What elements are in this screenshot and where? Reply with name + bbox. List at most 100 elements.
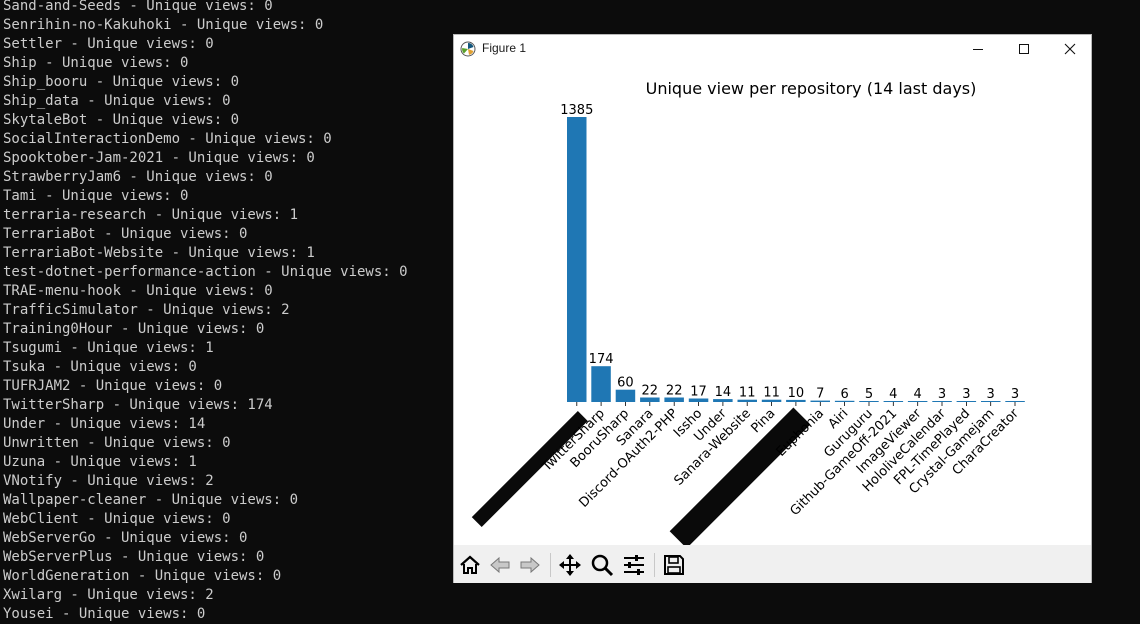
terminal-line: Training0Hour - Unique views: 0	[3, 321, 265, 337]
terminal-line: Settler - Unique views: 0	[3, 36, 214, 52]
configure-subplots-button[interactable]	[620, 551, 648, 579]
bar-value-label: 3	[938, 387, 946, 402]
bar	[615, 389, 636, 402]
bar-chart: Unique view per repository (14 last days…	[471, 79, 1025, 549]
terminal-line: SocialInteractionDemo - Unique views: 0	[3, 131, 332, 147]
bar-value-label: 4	[889, 387, 897, 402]
terminal-line: Sand-and-Seeds - Unique views: 0	[3, 0, 273, 14]
terminal-line: TerrariaBot - Unique views: 0	[3, 226, 248, 242]
home-button[interactable]	[456, 551, 484, 579]
bar-value-label: 11	[739, 386, 756, 401]
bar-value-label: 3	[1011, 387, 1019, 402]
back-button[interactable]	[486, 551, 514, 579]
navigation-toolbar	[454, 545, 1091, 583]
figure-canvas[interactable]: Unique view per repository (14 last days…	[454, 63, 1091, 549]
bar	[956, 401, 977, 402]
bar-value-label: 5	[865, 387, 873, 402]
terminal-line: Uzuna - Unique views: 1	[3, 454, 197, 470]
close-button[interactable]	[1047, 35, 1093, 63]
terminal-line: Under - Unique views: 14	[3, 416, 206, 432]
bar-value-label: 22	[666, 384, 683, 399]
bar-value-label: 1385	[560, 103, 593, 118]
redaction-mark	[669, 407, 811, 549]
bar-value-label: 22	[642, 384, 659, 399]
minimize-icon	[973, 49, 983, 50]
figure-window[interactable]: Figure 1 Unique view per repository (14 …	[453, 34, 1092, 583]
bar	[591, 366, 611, 402]
bar-value-label: 3	[987, 387, 995, 402]
maximize-button[interactable]	[1001, 35, 1047, 63]
terminal-line: test-dotnet-performance-action - Unique …	[3, 264, 408, 280]
terminal-line: TwitterSharp - Unique views: 174	[3, 397, 273, 413]
zoom-icon	[591, 554, 614, 577]
bar	[859, 401, 879, 402]
bar-value-label: 3	[962, 387, 970, 402]
terminal-line: WebServerGo - Unique views: 0	[3, 530, 248, 546]
bar	[737, 399, 757, 402]
minimize-button[interactable]	[955, 35, 1001, 63]
terminal-line: Senrihin-no-Kakuhoki - Unique views: 0	[3, 17, 324, 33]
close-icon	[1064, 43, 1076, 55]
terminal-line: Yousei - Unique views: 0	[3, 606, 206, 622]
forward-button[interactable]	[516, 551, 544, 579]
pan-icon	[559, 554, 581, 576]
bar	[1005, 401, 1025, 402]
chart-title: Unique view per repository (14 last days…	[646, 79, 977, 98]
bar-value-label: 17	[690, 385, 707, 400]
zoom-button[interactable]	[588, 551, 616, 579]
bar-value-label: 7	[816, 387, 824, 402]
terminal-line: WebServerPlus - Unique views: 0	[3, 549, 265, 565]
pan-button[interactable]	[556, 551, 584, 579]
terminal-line: TUFRJAM2 - Unique views: 0	[3, 378, 223, 394]
terminal-line: WorldGeneration - Unique views: 0	[3, 568, 282, 584]
toolbar-separator	[654, 553, 655, 577]
terminal-line: Tami - Unique views: 0	[3, 188, 189, 204]
bar	[688, 398, 709, 402]
bar	[567, 117, 587, 402]
bar-value-label: 10	[788, 386, 805, 401]
window-title: Figure 1	[482, 41, 527, 55]
save-button[interactable]	[660, 551, 688, 579]
back-arrow-icon	[490, 556, 510, 574]
terminal-line: TrafficSimulator - Unique views: 2	[3, 302, 290, 318]
bar	[883, 401, 904, 402]
bar	[981, 401, 1001, 402]
bar-value-label: 4	[914, 387, 922, 402]
terminal-line: Xwilarg - Unique views: 2	[3, 587, 214, 603]
maximize-icon	[1019, 44, 1029, 54]
toolbar-separator	[550, 553, 551, 577]
terminal-line: TerrariaBot-Website - Unique views: 1	[3, 245, 315, 261]
terminal-line: Ship_data - Unique views: 0	[3, 93, 231, 109]
terminal-line: SkytaleBot - Unique views: 0	[3, 112, 240, 128]
bar	[664, 397, 684, 402]
bar	[907, 401, 928, 402]
bar	[786, 399, 806, 402]
bar-value-label: 6	[840, 387, 848, 402]
bar	[761, 399, 782, 402]
bar	[834, 400, 855, 402]
bar-value-label: 60	[617, 376, 634, 391]
terminal-line: Ship - Unique views: 0	[3, 55, 189, 71]
configure-subplots-icon	[624, 555, 644, 575]
window-titlebar[interactable]: Figure 1	[454, 35, 1091, 63]
terminal-line: Tsuka - Unique views: 0	[3, 359, 197, 375]
bar-value-label: 11	[763, 386, 780, 401]
terminal-line: TRAE-menu-hook - Unique views: 0	[3, 283, 273, 299]
matplotlib-app-icon	[460, 41, 476, 57]
save-icon	[664, 555, 684, 575]
home-icon	[460, 555, 480, 574]
terminal-line: StrawberryJam6 - Unique views: 0	[3, 169, 273, 185]
terminal-line: Spooktober-Jam-2021 - Unique views: 0	[3, 150, 315, 166]
bar	[810, 400, 830, 402]
bar	[932, 401, 952, 402]
bar-value-label: 174	[589, 352, 614, 367]
terminal-line: Tsugumi - Unique views: 1	[3, 340, 214, 356]
bar	[640, 397, 660, 402]
forward-arrow-icon	[520, 556, 540, 574]
redaction-mark	[471, 411, 588, 528]
terminal-line: WebClient - Unique views: 0	[3, 511, 231, 527]
terminal-line: VNotify - Unique views: 2	[3, 473, 214, 489]
bar	[713, 399, 733, 402]
terminal-line: Ship_booru - Unique views: 0	[3, 74, 240, 90]
